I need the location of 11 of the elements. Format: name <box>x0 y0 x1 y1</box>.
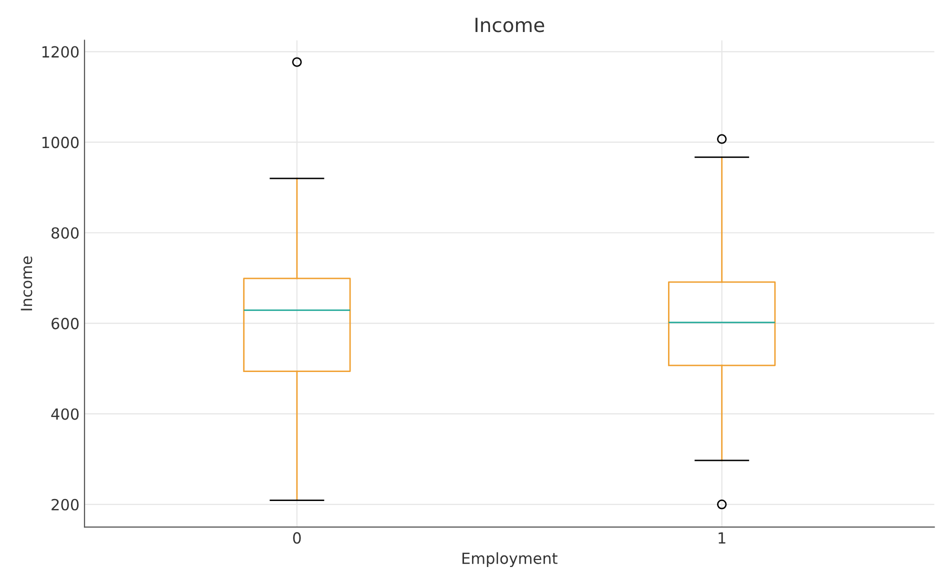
y-tick-label: 800 <box>52 227 79 239</box>
chart-title: Income <box>476 18 544 32</box>
y-tick-label: 600 <box>52 318 79 330</box>
x-tick-label: 1 <box>718 532 726 544</box>
y-tick-label: 200 <box>52 498 79 510</box>
x-axis-title: Employment <box>462 552 558 568</box>
y-tick-label: 1000 <box>42 136 79 148</box>
y-tick-label: 400 <box>51 408 79 420</box>
x-tick-label: 0 <box>293 532 301 544</box>
y-axis-title: Income <box>20 256 32 310</box>
y-tick-label: 1200 <box>42 46 79 58</box>
